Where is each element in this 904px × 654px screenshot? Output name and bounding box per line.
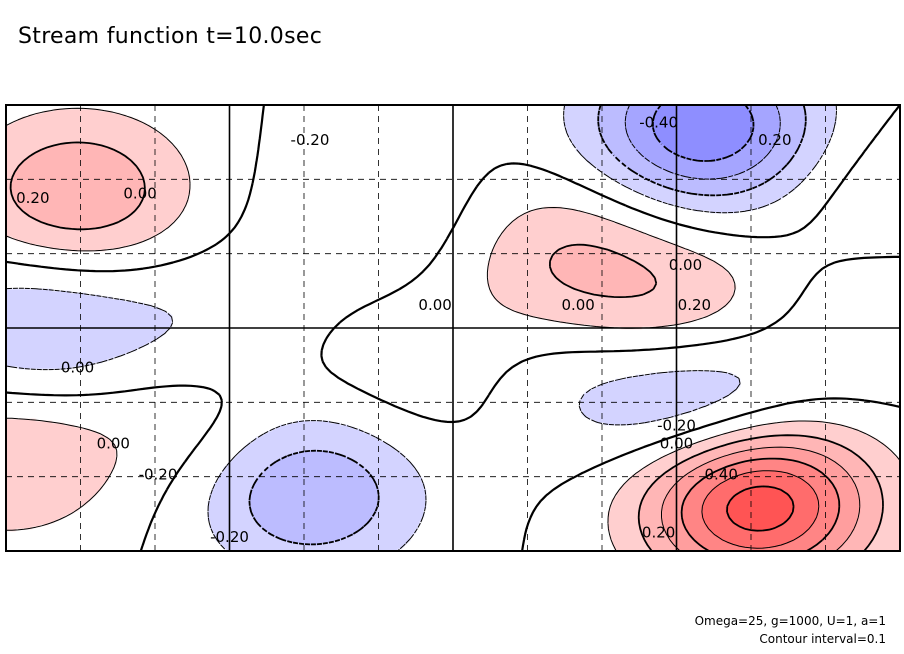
chart-title: Stream function t=10.0sec [18,24,323,49]
contour-label: 0.40 [704,466,737,484]
contour-label: 0.00 [418,296,451,314]
contour-label: 0.00 [61,359,94,377]
contour-label: 0.20 [758,131,791,149]
contour-label: -0.20 [210,528,249,546]
parameters-text: Omega=25, g=1000, U=1, a=1 [694,614,886,628]
contour-line [661,446,861,551]
contour-label: 0.00 [660,434,693,452]
contour-label: 0.20 [642,524,675,542]
contour-label: 0.20 [678,296,711,314]
contour-line [6,107,900,551]
contour-interval-text: Contour interval=0.1 [759,632,886,646]
contour-line [624,105,781,180]
contour-label: 0.00 [97,434,130,452]
contour-lines [6,105,900,551]
contour-line [701,470,820,549]
grid-lines [6,105,900,551]
contour-label: 0.00 [669,256,702,274]
contour-line [726,485,795,532]
contour-label: 0.00 [123,185,156,203]
contour-label: 0.20 [16,189,49,207]
contour-line [6,105,837,551]
contour-label: 0.00 [561,296,594,314]
contour-label: -0.20 [139,466,178,484]
contour-line [6,105,900,551]
contour-line [680,457,841,551]
contour-line [248,105,807,546]
contour-line [9,141,884,551]
plot-frame [5,104,901,552]
contour-label: -0.20 [657,417,696,435]
contour-line [652,105,755,162]
contour-label: -0.20 [291,131,330,149]
contour-label: -0.40 [639,113,678,131]
contour-labels: -0.40 -0.20 0.20 0.20 0.00 0.00 0.20 0.00 0.00 0.… [16,113,791,546]
